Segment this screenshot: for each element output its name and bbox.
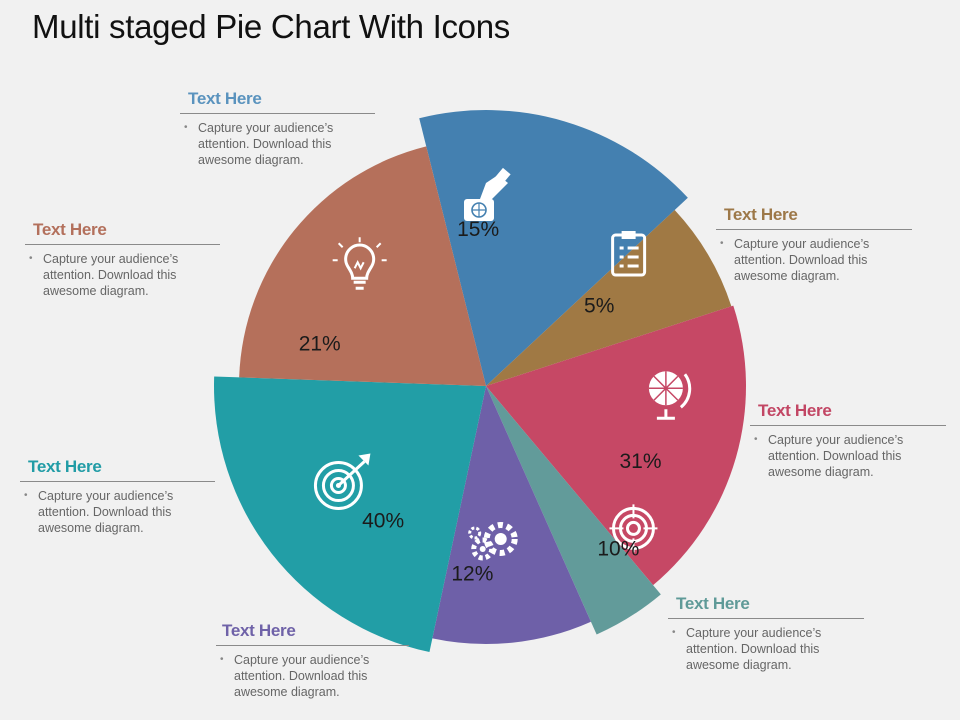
callout-title: Text Here: [716, 205, 912, 230]
target-icon: [609, 504, 658, 553]
callout-31: Text Here Capture your audience’s attent…: [750, 401, 946, 480]
pie-slice-31: [486, 305, 747, 586]
lightbulb-icon: [332, 237, 387, 290]
slice-label-5: 5%: [584, 294, 614, 317]
bullseye-arrow-icon: [313, 453, 371, 511]
callout-title: Text Here: [180, 89, 375, 114]
pie-slice-15: [419, 110, 688, 386]
callout-title: Text Here: [216, 621, 409, 646]
callout-text: Capture your audience’s attention. Downl…: [720, 236, 904, 284]
callout-title: Text Here: [25, 220, 220, 245]
gears-icon: [468, 521, 518, 561]
callout-text: Capture your audience’s attention. Downl…: [220, 652, 404, 700]
slice-label-31: 31%: [620, 450, 662, 473]
clipboard-icon: [611, 231, 647, 277]
globe-icon: [648, 371, 692, 420]
callout-21: Text Here Capture your audience’s attent…: [25, 220, 220, 299]
callout-text: Capture your audience’s attention. Downl…: [24, 488, 208, 536]
pie-slice-5: [486, 210, 732, 386]
callout-title: Text Here: [750, 401, 946, 426]
callout-text: Capture your audience’s attention. Downl…: [184, 120, 368, 168]
callout-text: Capture your audience’s attention. Downl…: [29, 251, 213, 299]
slice-label-12: 12%: [451, 563, 493, 586]
callout-title: Text Here: [20, 457, 215, 482]
pie-slice-10: [486, 386, 661, 635]
callout-text: Capture your audience’s attention. Downl…: [672, 625, 856, 673]
pie-slice-12: [432, 386, 591, 644]
callout-title: Text Here: [668, 594, 864, 619]
callout-15: Text Here Capture your audience’s attent…: [180, 89, 375, 168]
slice-label-15: 15%: [457, 218, 499, 241]
slice-label-10: 10%: [597, 537, 639, 560]
callout-12: Text Here Capture your audience’s attent…: [216, 621, 409, 700]
slice-label-21: 21%: [299, 333, 341, 356]
credit-card-hand-icon: [464, 167, 511, 221]
slice-label-40: 40%: [362, 510, 404, 533]
callout-40: Text Here Capture your audience’s attent…: [20, 457, 215, 536]
page-title: Multi staged Pie Chart With Icons: [32, 8, 510, 45]
callout-text: Capture your audience’s attention. Downl…: [754, 432, 938, 480]
pie-slice-40: [213, 376, 486, 653]
callout-10: Text Here Capture your audience’s attent…: [668, 594, 864, 673]
callout-5: Text Here Capture your audience’s attent…: [716, 205, 912, 284]
